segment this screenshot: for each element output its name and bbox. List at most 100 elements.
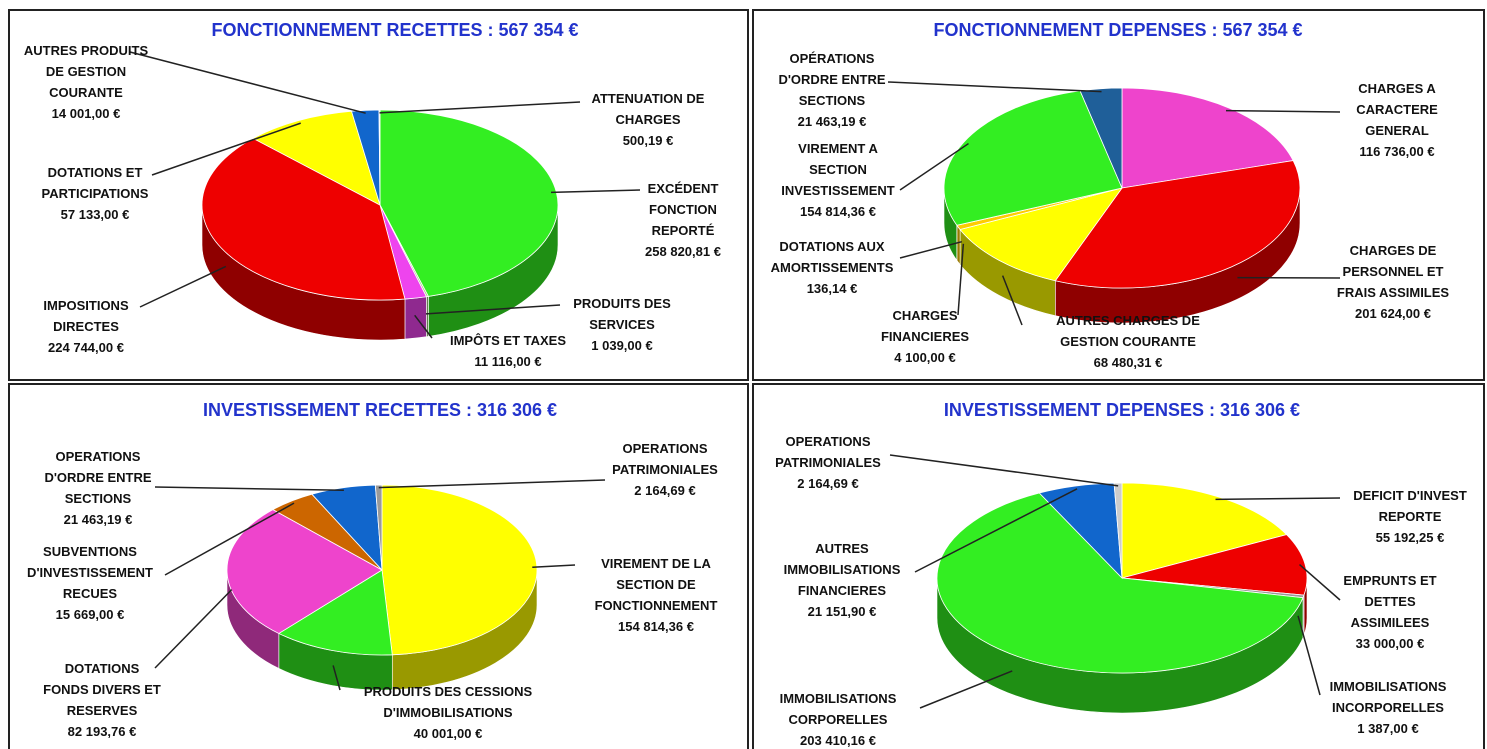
value-label: 68 480,31 € <box>1093 355 1163 370</box>
leader-line <box>914 488 1078 573</box>
value-label: 203 410,16 € <box>800 733 876 748</box>
value-label: 258 820,81 € <box>645 244 721 259</box>
chart-title: FONCTIONNEMENT DEPENSES : 567 354 € <box>933 20 1303 40</box>
value-label: 33 000,00 € <box>1355 636 1425 651</box>
value-label: 201 624,00 € <box>1355 306 1431 321</box>
leader-line <box>164 502 295 576</box>
slice-label: AUTRES IMMOBILISATIONS FINANCIERES <box>783 541 901 598</box>
slice-label: CHARGES DE PERSONNEL ET FRAIS ASSIMILES <box>1336 243 1450 300</box>
panel <box>8 383 749 749</box>
slice <box>374 484 383 571</box>
value-label: 11 116,00 € <box>474 354 542 369</box>
leader-line <box>154 486 344 491</box>
slice <box>1121 87 1294 189</box>
value-label: 55 192,25 € <box>1375 530 1445 545</box>
leader-line <box>378 479 606 489</box>
chart-title: FONCTIONNEMENT RECETTES : 567 354 € <box>211 20 579 40</box>
slice <box>378 109 381 206</box>
value-label: 154 814,36 € <box>800 204 876 219</box>
slice-label: DOTATIONS AUX AMORTISSEMENTS <box>770 239 894 275</box>
slice-label: ATTENUATION DE CHARGES <box>591 91 705 127</box>
slice-label: CHARGES A CARACTERE GENERAL <box>1356 81 1438 138</box>
leader-line <box>332 665 341 691</box>
leader-line <box>129 51 366 114</box>
value-label: 2 164,69 € <box>634 483 696 498</box>
slice <box>1121 534 1308 596</box>
leader-line <box>414 314 433 339</box>
slice-label: OPERATIONS D'ORDRE ENTRE SECTIONS <box>44 449 152 506</box>
value-label: 2 164,69 € <box>797 476 859 491</box>
chart-title: INVESTISSEMENT DEPENSES : 316 306 € <box>943 400 1301 420</box>
slice-label: DOTATIONS FONDS DIVERS ET RESERVES <box>43 661 161 718</box>
leader-line <box>1299 563 1341 601</box>
slice-label: IMPÔTS ET TAXES <box>449 333 567 348</box>
slice-label: PRODUITS DES SERVICES <box>573 296 671 332</box>
slice-label: AUTRES CHARGES DE GESTION COURANTE <box>1056 313 1200 349</box>
value-label: 136,14 € <box>806 281 858 296</box>
slice <box>943 90 1123 226</box>
value-label: 4 100,00 € <box>894 350 956 365</box>
value-label: 154 814,36 € <box>618 619 694 634</box>
leader-line <box>889 454 1119 487</box>
slice-side <box>956 224 961 266</box>
value-label: 1 387,00 € <box>1357 721 1419 736</box>
value-label: 21 151,90 € <box>807 604 877 619</box>
slice-label: DOTATIONS ET PARTICIPATIONS <box>41 165 149 201</box>
leader-line <box>1225 109 1341 113</box>
slice-label: VIREMENT A SECTION INVESTISSEMENT <box>781 141 895 198</box>
slice-label: IMMOBILISATIONS CORPORELLES <box>779 691 897 727</box>
slice <box>226 509 383 634</box>
leader-line <box>1001 275 1023 326</box>
leader-line <box>154 589 233 669</box>
value-label: 224 744,00 € <box>48 340 124 355</box>
value-label: 21 463,19 € <box>63 512 133 527</box>
value-label: 15 669,00 € <box>55 607 125 622</box>
slice-side <box>404 296 427 340</box>
value-label: 57 133,00 € <box>60 207 130 222</box>
value-label: 82 193,76 € <box>67 724 137 739</box>
slice-label: VIREMENT DE LA SECTION DE FONCTIONNEMENT <box>594 556 718 613</box>
value-label: 40 001,00 € <box>413 726 483 741</box>
panel <box>8 9 749 381</box>
slice-label: OPÉRATIONS D'ORDRE ENTRE SECTIONS <box>778 51 886 108</box>
slice-label: AUTRES PRODUITS DE GESTION COURANTE <box>23 43 149 100</box>
slice-label: IMMOBILISATIONS INCORPORELLES <box>1329 679 1447 715</box>
slice-label: OPERATIONS PATRIMONIALES <box>612 441 718 477</box>
value-label: 14 001,00 € <box>51 106 121 121</box>
leader-line <box>139 265 227 308</box>
slice-label: CHARGES FINANCIERES <box>880 308 970 344</box>
slice <box>959 187 1123 282</box>
value-label: 1 039,00 € <box>591 338 653 353</box>
value-label: 500,19 € <box>622 133 674 148</box>
leader-line <box>532 564 576 569</box>
leader-line <box>379 101 581 114</box>
value-label: 116 736,00 € <box>1359 144 1435 159</box>
slice <box>252 110 381 206</box>
leader-line <box>551 189 641 194</box>
panel <box>752 383 1485 749</box>
leader-line <box>425 304 561 315</box>
slice <box>1121 482 1288 579</box>
leader-line <box>1297 615 1321 696</box>
slice <box>201 137 406 301</box>
slice-label: DEFICIT D'INVEST REPORTE <box>1353 488 1467 524</box>
slice-label: OPERATIONS PATRIMONIALES <box>775 434 881 470</box>
leader-line <box>151 122 301 176</box>
slice-label: EMPRUNTS ET DETTES ASSIMILEES <box>1343 573 1437 630</box>
leader-line <box>899 142 969 191</box>
slice <box>1113 482 1123 579</box>
slice <box>278 569 393 656</box>
leader-line <box>919 670 1013 709</box>
panel <box>752 9 1485 381</box>
chart-title: INVESTISSEMENT RECETTES : 316 306 € <box>202 400 558 420</box>
slice <box>1054 160 1301 289</box>
slice-label: IMPOSITIONS DIRECTES <box>43 298 129 334</box>
slice-label: PRODUITS DES CESSIONS D'IMMOBILISATIONS <box>363 684 533 720</box>
slice-label: SUBVENTIONS D'INVESTISSEMENT RECUES <box>27 544 153 601</box>
leader-line <box>1215 497 1341 501</box>
leader-line <box>899 240 962 259</box>
leader-line <box>957 243 965 316</box>
value-label: 21 463,19 € <box>797 114 867 129</box>
